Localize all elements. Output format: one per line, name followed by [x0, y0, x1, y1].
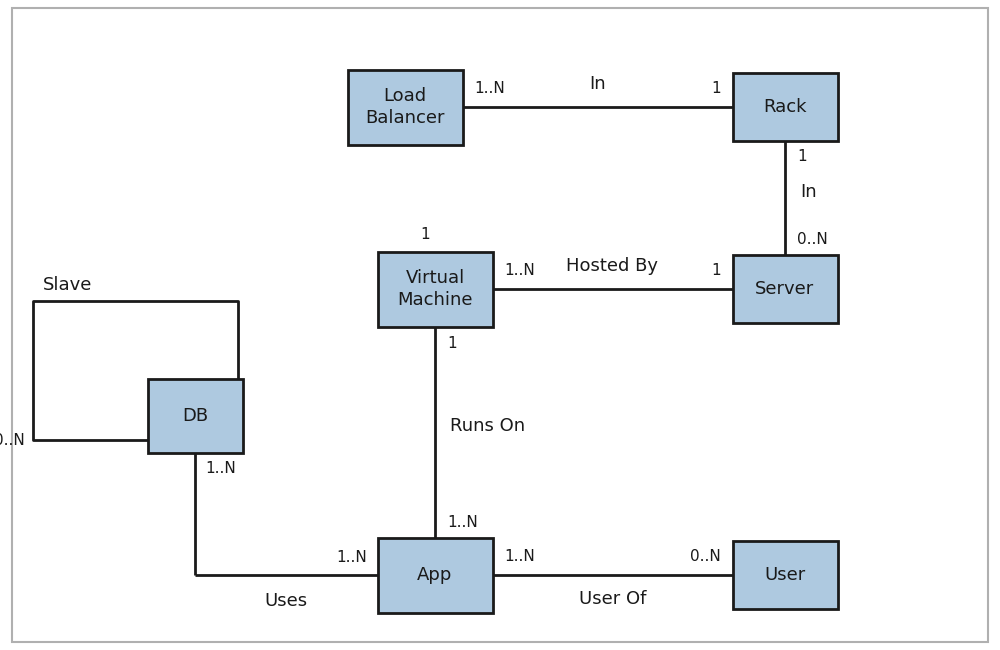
FancyBboxPatch shape [732, 255, 838, 323]
Text: 1: 1 [218, 391, 227, 407]
Text: 0..N: 0..N [690, 549, 720, 564]
Text: Hosted By: Hosted By [566, 257, 658, 275]
Text: Load
Balancer: Load Balancer [365, 87, 445, 127]
Text: 1: 1 [711, 263, 720, 278]
Text: User Of: User Of [579, 590, 646, 608]
Text: Runs On: Runs On [450, 417, 525, 435]
Text: 1: 1 [447, 337, 457, 352]
Text: Server: Server [755, 280, 815, 298]
Text: 0..N: 0..N [0, 433, 25, 448]
FancyBboxPatch shape [148, 378, 243, 454]
Text: In: In [589, 75, 606, 93]
Text: In: In [800, 183, 817, 201]
FancyBboxPatch shape [732, 73, 838, 142]
Text: 1..N: 1..N [504, 263, 535, 278]
Text: Uses: Uses [265, 592, 308, 610]
Text: 1..N: 1..N [337, 550, 368, 565]
Text: Rack: Rack [763, 98, 807, 116]
Text: Virtual
Machine: Virtual Machine [397, 269, 473, 309]
Text: 1..N: 1..N [475, 81, 505, 96]
Text: App: App [417, 566, 453, 584]
Text: 1..N: 1..N [205, 462, 236, 476]
Text: User: User [764, 566, 806, 584]
Text: 1..N: 1..N [504, 549, 535, 564]
FancyBboxPatch shape [732, 541, 838, 610]
FancyBboxPatch shape [378, 538, 492, 612]
FancyBboxPatch shape [378, 252, 492, 326]
Text: 0..N: 0..N [797, 232, 828, 247]
Text: 1: 1 [797, 150, 807, 164]
Text: 1..N: 1..N [447, 515, 478, 530]
FancyBboxPatch shape [348, 70, 462, 145]
Text: DB: DB [182, 407, 208, 425]
Text: 1: 1 [711, 81, 720, 96]
Text: Slave: Slave [43, 276, 92, 294]
Text: 1: 1 [420, 227, 430, 242]
